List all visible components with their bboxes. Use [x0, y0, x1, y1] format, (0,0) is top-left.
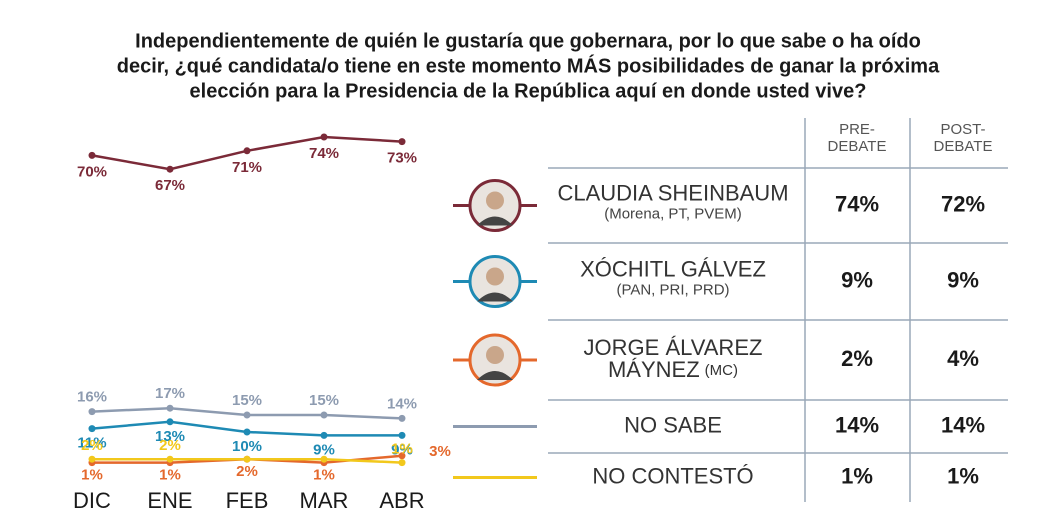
x-tick-label: DIC [73, 488, 111, 513]
value-label: 17% [155, 385, 185, 402]
column-header: POST- [940, 121, 985, 138]
portrait-body [477, 216, 513, 226]
portrait-body [477, 292, 513, 302]
point [243, 455, 251, 463]
candidate-name: MÁYNEZ (MC) [608, 357, 738, 382]
candidate-name: XÓCHITL GÁLVEZ [580, 256, 766, 281]
point [166, 418, 174, 426]
value-label: 1% [313, 467, 335, 484]
point [88, 151, 96, 159]
point [88, 425, 96, 433]
portrait-head [486, 267, 504, 286]
point [320, 431, 328, 439]
column-header: DEBATE [828, 138, 887, 155]
value-label: 2% [159, 437, 181, 454]
pre-value: 9% [841, 267, 873, 292]
portrait-head [486, 191, 504, 210]
portrait-head [486, 346, 504, 364]
candidate-name: CLAUDIA SHEINBAUM [557, 180, 788, 205]
point [398, 431, 406, 439]
point [398, 414, 406, 422]
point [398, 452, 406, 460]
point [398, 138, 406, 146]
party: (MC) [705, 362, 738, 379]
point [88, 455, 96, 463]
value-label: 10% [232, 438, 262, 455]
value-label: 14% [387, 395, 417, 412]
point [166, 404, 174, 412]
party: (Morena, PT, PVEM) [604, 205, 742, 222]
portrait-body [477, 371, 513, 380]
post-value: 4% [947, 346, 979, 371]
value-label: 2% [81, 437, 103, 454]
name-text: CLAUDIA SHEINBAUM [557, 180, 788, 205]
point [320, 411, 328, 419]
point [398, 459, 406, 467]
name-text: MÁYNEZ [608, 357, 700, 382]
x-tick-label: FEB [226, 488, 269, 513]
value-label: 74% [309, 145, 339, 162]
value-label: 1% [391, 441, 413, 458]
x-tick-label: ENE [147, 488, 192, 513]
pre-value: 74% [835, 191, 879, 216]
chart-title: Independientemente de quién le gustaría … [135, 30, 921, 52]
chart-title: elección para la Presidencia de la Repúb… [190, 80, 867, 102]
value-label: 71% [232, 159, 262, 176]
value-label: 13% [155, 428, 185, 445]
x-tick-label: MAR [300, 488, 349, 513]
value-label: 11% [77, 435, 106, 452]
name-text: NO SABE [624, 412, 722, 437]
value-label: 67% [155, 177, 185, 194]
point [243, 411, 251, 419]
value-label: 15% [309, 392, 339, 409]
point [320, 455, 328, 463]
value-label: 15% [232, 392, 262, 409]
value-label: 2% [236, 463, 258, 480]
x-tick-label: ABR [379, 488, 424, 513]
name-text: NO CONTESTÓ [592, 463, 753, 488]
value-label: 9% [391, 441, 413, 458]
post-value: 1% [947, 463, 979, 488]
post-value: 72% [941, 191, 985, 216]
post-value: 14% [941, 412, 985, 437]
pre-value: 14% [835, 412, 879, 437]
column-header: PRE- [839, 121, 875, 138]
chart-title: decir, ¿qué candidata/o tiene en este mo… [117, 54, 940, 77]
value-label: 3% [429, 443, 451, 460]
value-label: 1% [81, 467, 103, 484]
point [320, 133, 328, 141]
value-label: 70% [77, 163, 107, 180]
point [166, 455, 174, 463]
name-text: JORGE ÁLVAREZ [584, 335, 763, 360]
point [243, 428, 251, 436]
point [166, 165, 174, 173]
pre-value: 2% [841, 346, 873, 371]
candidate-name: NO CONTESTÓ [592, 463, 753, 488]
value-label: 16% [77, 389, 107, 406]
column-header: DEBATE [934, 138, 993, 155]
value-label: 1% [159, 467, 181, 484]
pre-value: 1% [841, 463, 873, 488]
post-value: 9% [947, 267, 979, 292]
candidate-name: NO SABE [624, 412, 722, 437]
candidate-name: JORGE ÁLVAREZ [584, 335, 763, 360]
point [243, 147, 251, 155]
value-label: 9% [313, 441, 335, 458]
party: (PAN, PRI, PRD) [616, 281, 729, 298]
point [88, 408, 96, 416]
value-label: 73% [387, 150, 417, 167]
name-text: XÓCHITL GÁLVEZ [580, 256, 766, 281]
